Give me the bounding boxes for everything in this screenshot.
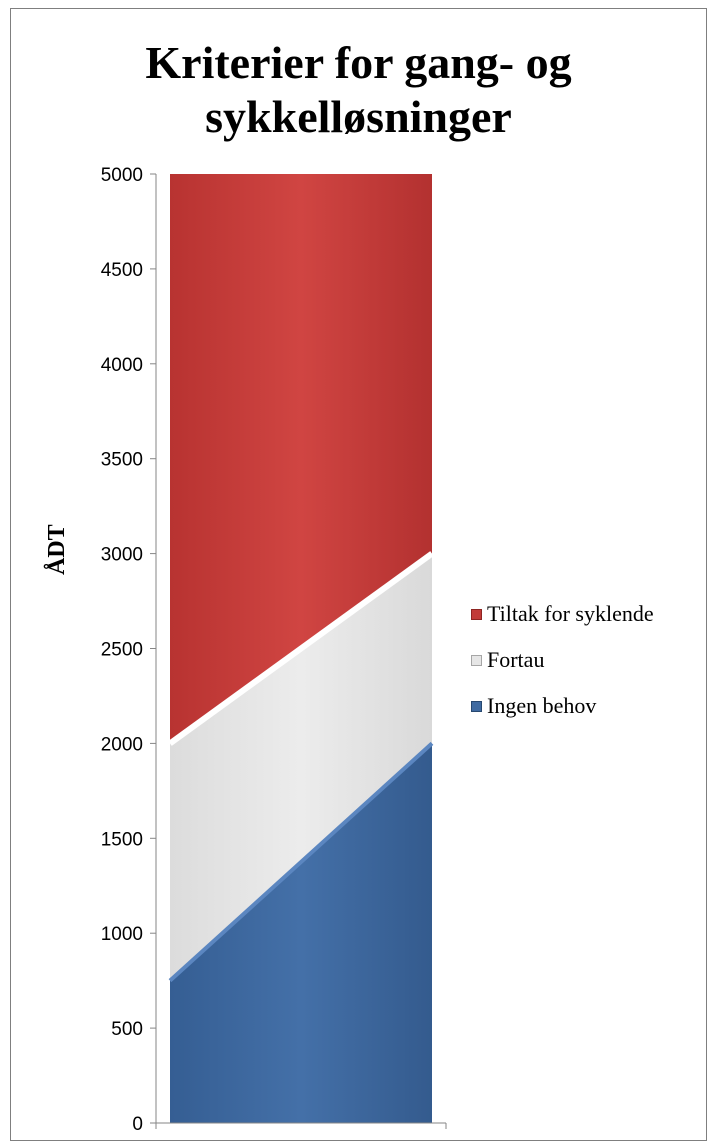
y-tick-label: 1500: [101, 829, 143, 850]
area-tiltak-for-syklende: [170, 174, 432, 744]
area-ingen-behov: [170, 743, 432, 1123]
legend-item-tiltak: Tiltak for syklende: [471, 591, 654, 637]
legend-swatch-fortau: [471, 654, 482, 666]
legend-item-ingen: Ingen behov: [471, 683, 654, 729]
edge-fortau: [168, 551, 434, 746]
legend-label-ingen: Ingen behov: [487, 693, 597, 718]
y-tick-label: 3500: [101, 450, 143, 471]
chart-title: Kriterier for gang- og sykkelløsninger: [10, 36, 707, 144]
legend-item-fortau: Fortau: [471, 637, 654, 683]
chart-title-line-2: sykkelløsninger: [205, 91, 512, 142]
y-tick-label: 2500: [101, 640, 143, 661]
y-tick-label: 4000: [101, 355, 143, 376]
y-tick-label: 1000: [101, 924, 143, 945]
chart-title-line-1: Kriterier for gang- og: [145, 37, 572, 88]
legend-label-fortau: Fortau: [487, 647, 545, 672]
legend-swatch-ingen: [471, 700, 482, 712]
legend-swatch-tiltak: [471, 608, 482, 620]
y-tick-label: 5000: [101, 165, 143, 186]
y-tick-label: 3000: [101, 545, 143, 566]
y-axis-label: ÅDT: [44, 524, 70, 575]
y-tick-label: 4500: [101, 260, 143, 281]
area-fortau: [170, 553, 432, 981]
y-tick-label: 500: [111, 1019, 143, 1040]
y-tick-label: 0: [132, 1114, 143, 1135]
legend: Tiltak for syklende Fortau Ingen behov: [471, 591, 654, 729]
legend-label-tiltak: Tiltak for syklende: [487, 601, 654, 626]
y-tick-label: 2000: [101, 734, 143, 755]
edge-ingen-behov: [168, 741, 434, 983]
